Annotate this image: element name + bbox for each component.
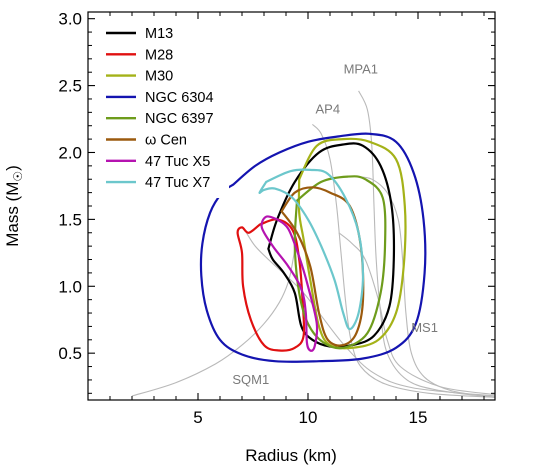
legend-label-47-tuc-x5: 47 Tuc X5: [145, 154, 210, 170]
eos-labels: SQM1 AP4 MPA1 MS1: [232, 62, 438, 387]
legend: M13 M28 M30 NGC 6304 NGC 6397 ω Cen 47 Tuc X5 4…: [99, 22, 229, 198]
y-axis-label-close: ): [3, 165, 22, 171]
y-tick-label: 1.0: [58, 277, 82, 296]
legend-label-ngc-6397: NGC 6397: [145, 111, 214, 127]
series-line-ngc-6397: [293, 175, 387, 350]
data-series: [199, 132, 427, 363]
eos-label-ms1: MS1: [411, 320, 438, 335]
eos-label-mpa1: MPA1: [344, 62, 378, 77]
y-tick-label: 3.0: [58, 10, 82, 29]
series-line-m28: [236, 218, 306, 352]
eos-label-ap4: AP4: [316, 102, 341, 117]
eos-curve-mpa1: [358, 90, 495, 398]
x-axis-label: Radius (km): [245, 446, 337, 465]
eos-label-sqm1: SQM1: [232, 372, 269, 387]
legend-label-47-tuc-x7: 47 Tuc X7: [145, 175, 210, 191]
eos-curve-ap4: [312, 123, 495, 398]
legend-label-m30: M30: [145, 69, 173, 85]
x-tick-label: 5: [193, 408, 202, 427]
y-tick-label: 2.0: [58, 143, 82, 162]
eos-curves: [131, 90, 495, 398]
y-tick-label: 0.5: [58, 344, 82, 363]
axis-ticks: 5 10 15 0.5 1.0 1.5 2.0 2.5 3.0: [58, 10, 495, 427]
legend-label-cen: ω Cen: [145, 133, 187, 149]
series-line-47-tuc-x7: [258, 168, 365, 331]
y-tick-label: 2.5: [58, 77, 82, 96]
y-axis-label-main: Mass (M: [3, 182, 22, 247]
series-line-cen: [280, 186, 365, 347]
eos-curve-6: [338, 232, 495, 396]
x-tick-label: 10: [299, 408, 318, 427]
legend-label-m28: M28: [145, 47, 173, 63]
y-axis-label-sun: ☉: [11, 171, 25, 182]
series-line-m30: [297, 137, 407, 350]
y-axis-label: Mass (M☉): [3, 165, 25, 247]
series-line-ngc-6304: [199, 132, 427, 363]
series-line-47-tuc-x5: [260, 215, 319, 352]
x-tick-label: 15: [409, 408, 428, 427]
series-line-m13: [267, 142, 396, 349]
y-tick-label: 1.5: [58, 210, 82, 229]
legend-label-m13: M13: [145, 26, 173, 42]
legend-label-ngc-6304: NGC 6304: [145, 90, 214, 106]
legend-box: [99, 22, 229, 198]
